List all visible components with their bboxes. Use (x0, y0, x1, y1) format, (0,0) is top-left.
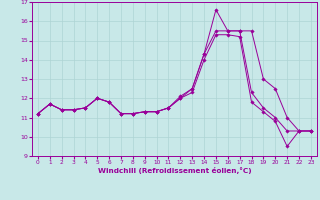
X-axis label: Windchill (Refroidissement éolien,°C): Windchill (Refroidissement éolien,°C) (98, 167, 251, 174)
